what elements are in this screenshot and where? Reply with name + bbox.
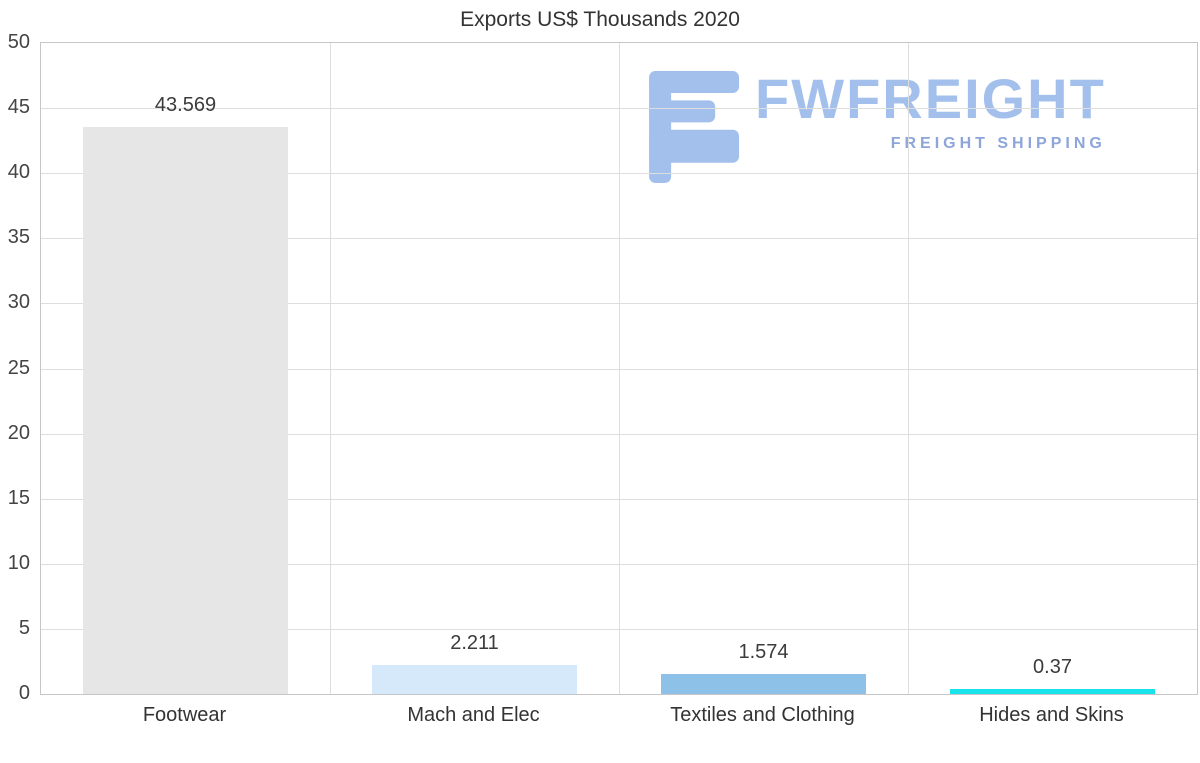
y-tick-label: 20 <box>7 421 30 444</box>
bar-value-label: 1.574 <box>738 640 789 663</box>
watermark-text: FWFREIGHT FREIGHT SHIPPING <box>755 71 1106 153</box>
x-axis: Footwear Mach and Elec Textiles and Clothi… <box>40 696 1198 736</box>
bar-value-label: 2.211 <box>450 632 499 655</box>
y-tick-label: 45 <box>7 96 30 119</box>
bar <box>950 689 1155 694</box>
v-gridline <box>330 43 331 694</box>
y-tick-label: 30 <box>7 291 30 314</box>
y-tick-label: 0 <box>18 682 30 704</box>
y-tick-label: 25 <box>7 356 30 379</box>
y-tick-label: 40 <box>7 161 30 184</box>
watermark-brand: FWFREIGHT <box>755 67 1106 130</box>
fwfreight-logo-icon <box>649 71 740 183</box>
bar-value-label: 0.37 <box>1033 656 1072 679</box>
y-tick-label: 10 <box>7 551 30 574</box>
plot-area: FWFREIGHT FREIGHT SHIPPING 43.569 2.211 1.… <box>40 42 1198 695</box>
chart-title: Exports US$ Thousands 2020 <box>460 8 740 31</box>
y-tick-label: 35 <box>7 226 30 249</box>
y-tick-label: 5 <box>18 616 30 639</box>
watermark: FWFREIGHT FREIGHT SHIPPING <box>649 71 1106 183</box>
v-gridline <box>908 43 909 694</box>
bar <box>372 665 577 694</box>
bar <box>83 126 288 694</box>
x-category-label: Mach and Elec <box>407 704 540 726</box>
y-tick-label: 50 <box>7 31 30 53</box>
x-category-label: Footwear <box>142 704 227 726</box>
y-axis: 0 5 10 15 20 25 30 35 40 45 50 <box>0 31 34 704</box>
y-tick-label: 15 <box>7 486 30 509</box>
bar <box>661 673 866 694</box>
x-category-label: Hides and Skins <box>979 704 1124 726</box>
v-gridline <box>619 43 620 694</box>
watermark-tagline: FREIGHT SHIPPING <box>890 135 1106 152</box>
x-category-label: Textiles and Clothing <box>670 704 855 726</box>
bar-value-label: 43.569 <box>154 93 217 116</box>
